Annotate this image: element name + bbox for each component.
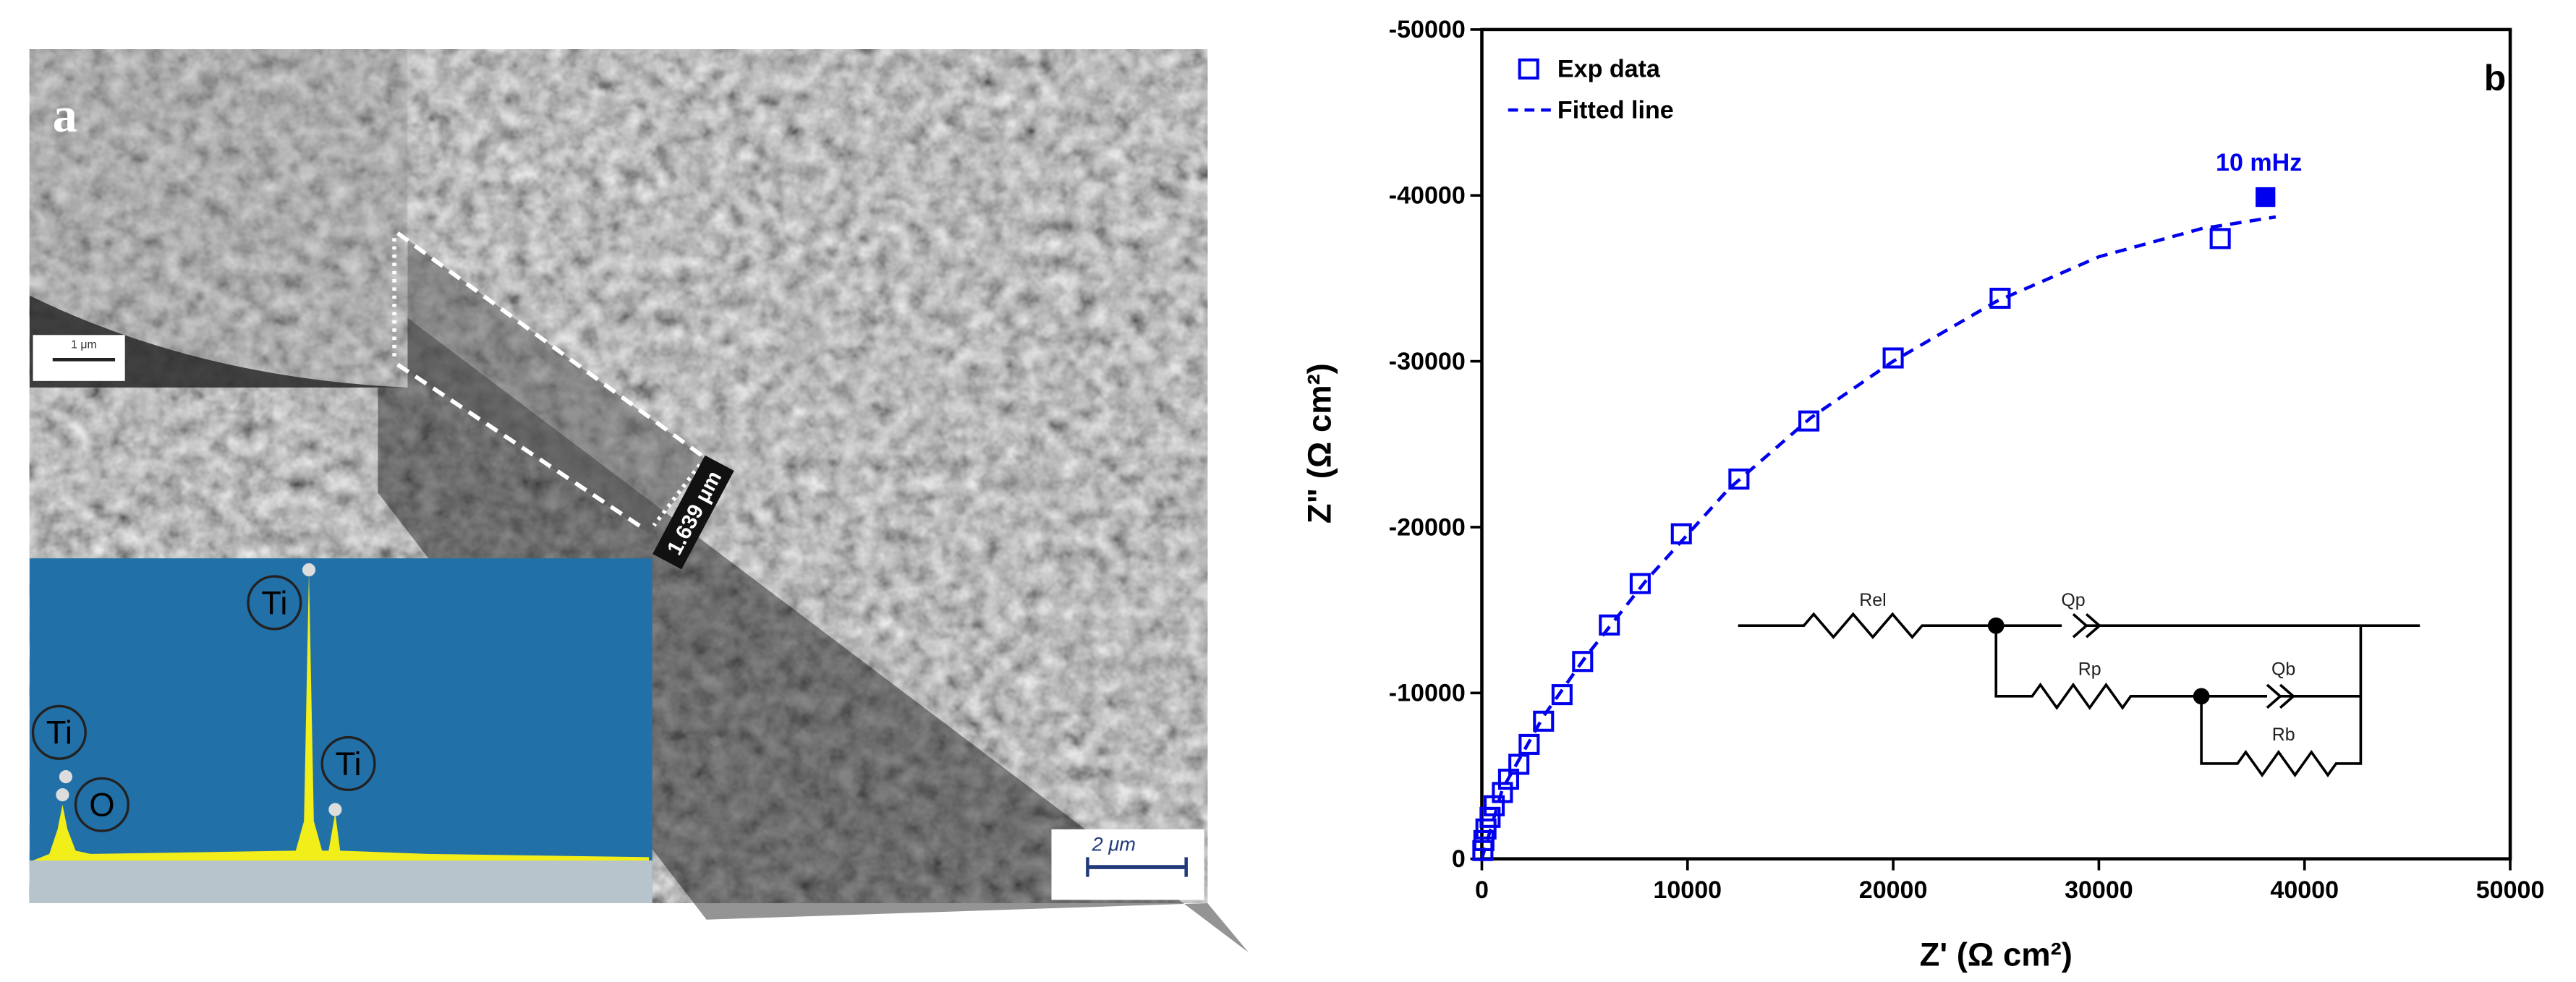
x-axis-title: Z' (Ω cm²) (1920, 936, 2073, 973)
x-tick-label: 20000 (1859, 876, 1928, 904)
y-tick-label: -20000 (1389, 513, 1466, 541)
x-tick-label: 0 (1475, 876, 1489, 904)
x-tick-label: 50000 (2476, 876, 2545, 904)
data-point (1599, 614, 1620, 636)
legend-label: Exp data (1557, 56, 1661, 83)
data-point (1479, 806, 1501, 828)
circuit-label: Qb (2271, 659, 2295, 679)
y-tick-label: -10000 (1389, 680, 1466, 707)
y-tick-label: -50000 (1389, 16, 1466, 43)
data-point (2209, 228, 2231, 249)
circuit-node (2193, 688, 2210, 705)
fit-line (1480, 215, 2277, 860)
scalebar-box (1051, 829, 1204, 900)
y-tick-label: -30000 (1389, 348, 1466, 375)
data-point (1629, 573, 1651, 594)
legend-label: Fitted line (1557, 97, 1674, 124)
y-tick-label: 0 (1452, 845, 1466, 873)
eds-peak-label: Ti (335, 746, 361, 782)
data-point (1572, 651, 1594, 673)
circuit-diagram (1738, 612, 2420, 777)
thickness-arrows (392, 231, 705, 531)
circuit-label: Rel (1859, 590, 1886, 610)
eds-inset (29, 558, 652, 903)
inset-scale-label: 1 μm (71, 338, 97, 351)
thickness-label-box (652, 455, 734, 570)
data-point (1882, 347, 1904, 369)
film-cross-section (394, 229, 707, 534)
eds-peak-label: Ti (261, 584, 287, 621)
eds-footer (29, 860, 652, 903)
panel-label: b (2484, 58, 2507, 98)
annotated-point (2256, 187, 2276, 208)
y-axis-title: Z" (Ω cm²) (1301, 363, 1338, 524)
eds-peak-label: Ti (46, 714, 72, 751)
annotation-label: 10 mHz (2216, 149, 2302, 176)
data-point (1798, 410, 1820, 432)
sem-panel: a 1 μm 1.639 μm Ti O Ti Ti 2 μm (29, 49, 1249, 953)
eds-peak-dots (56, 563, 342, 816)
nyquist-plot: b Z' (Ω cm²) Z" (Ω cm²) Rel Qp Rp Qb Rb (1301, 27, 2512, 973)
circuit-label: Rp (2078, 659, 2101, 679)
data-point (1472, 840, 1494, 861)
x-tick-label: 10000 (1653, 876, 1722, 904)
circuit-node (1987, 617, 2005, 634)
eds-peak-circles (31, 575, 376, 832)
y-tick-label: -40000 (1389, 182, 1466, 210)
x-tick-label: 30000 (2065, 876, 2133, 904)
data-point (1728, 468, 1750, 490)
data-point (1989, 287, 2011, 309)
eds-peak-label: O (89, 787, 114, 824)
x-tick-label: 40000 (2270, 876, 2339, 904)
legend-marker (1518, 58, 1539, 80)
data-point (1475, 818, 1497, 840)
circuit-label: Rb (2272, 725, 2295, 745)
data-point (1551, 684, 1573, 706)
panel-label: a (53, 87, 77, 142)
data-point (1497, 769, 1519, 790)
plot-frame (1480, 27, 2512, 861)
circuit-label: Qp (2061, 590, 2085, 610)
data-point (1518, 733, 1540, 755)
data-point (1533, 710, 1555, 732)
scale-label: 2 μm (1092, 832, 1136, 855)
